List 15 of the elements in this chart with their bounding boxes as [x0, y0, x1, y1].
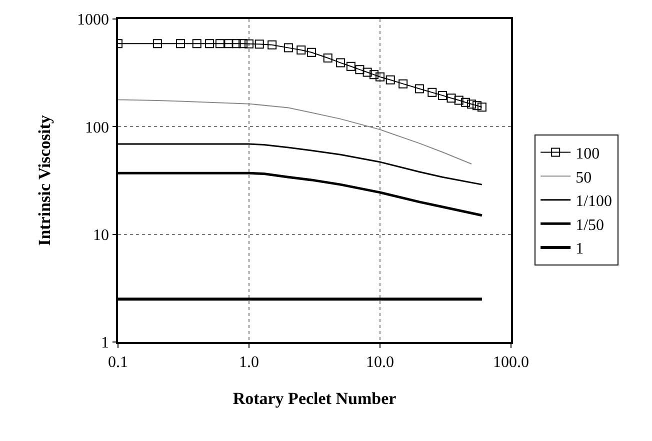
x-tick-label: 1.0	[239, 354, 259, 371]
y-tick-label: 1	[101, 334, 110, 352]
legend-label: 50	[576, 169, 592, 186]
y-axis-title: Intrinsic Viscosity	[35, 114, 54, 246]
legend-label: 1/100	[576, 193, 612, 210]
x-tick-label: 0.1	[108, 354, 128, 371]
y-tick-label: 100	[85, 119, 110, 136]
x-tick-label: 100.0	[493, 354, 529, 371]
legend-label: 100	[576, 146, 600, 163]
x-axis-title: Rotary Peclet Number	[232, 388, 397, 408]
legend-label: 1/50	[576, 216, 604, 234]
y-tick-label: 10	[93, 226, 110, 244]
y-tick-label: 1000	[77, 12, 110, 29]
x-tick-label: 10.0	[366, 354, 394, 371]
legend-label: 1	[576, 240, 584, 258]
